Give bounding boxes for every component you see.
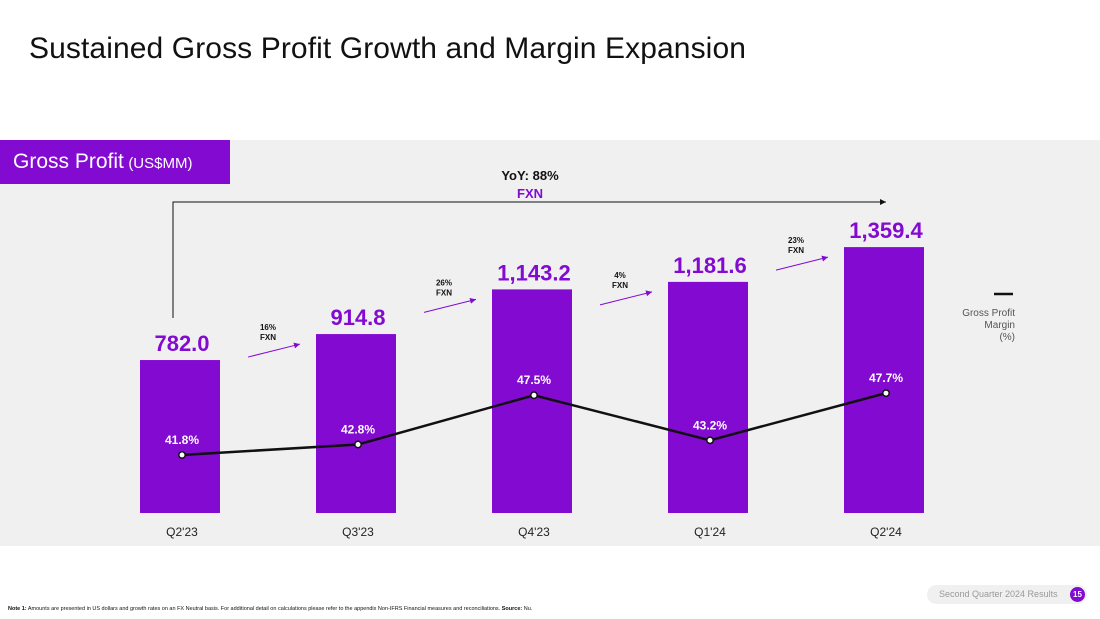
bar-value-label-3: 1,181.6 <box>673 253 746 278</box>
growth-value-0: 16% <box>260 323 276 332</box>
yoy-label: YoY: 88% <box>501 168 559 183</box>
growth-basis-2: FXN <box>612 281 628 290</box>
bar-value-label-4: 1,359.4 <box>849 218 923 243</box>
yoy-bracket <box>172 199 886 319</box>
growth-value-3: 23% <box>788 236 804 245</box>
margin-label-2: 47.5% <box>517 373 551 387</box>
x-tick-label-1: Q3'23 <box>342 525 374 539</box>
legend-text-0: Gross Profit <box>962 308 1015 319</box>
margin-point-3 <box>706 436 714 445</box>
growth-value-2: 4% <box>614 271 626 280</box>
bar-value-label-0: 782.0 <box>154 331 209 356</box>
x-tick-label-3: Q1'24 <box>694 525 726 539</box>
footnote: Note 1: Amounts are presented in US doll… <box>8 606 532 612</box>
margin-point-2 <box>530 391 538 400</box>
results-badge: Second Quarter 2024 Results 15 <box>927 585 1087 604</box>
legend-text-2: (%) <box>999 332 1015 343</box>
bar-value-label-1: 914.8 <box>330 305 385 330</box>
growth-basis-3: FXN <box>788 246 804 255</box>
yoy-basis: FXN <box>517 186 543 201</box>
growth-basis-0: FXN <box>260 333 276 342</box>
margin-point-0 <box>178 451 186 459</box>
growth-arrow-3 <box>775 255 829 271</box>
page-title: Sustained Gross Profit Growth and Margin… <box>29 32 747 65</box>
footnote-source-label: Source: <box>501 606 523 612</box>
x-tick-label-0: Q2'23 <box>166 525 198 539</box>
x-tick-label-2: Q4'23 <box>518 525 550 539</box>
margin-label-4: 47.7% <box>869 371 903 385</box>
bar-1 <box>316 334 396 513</box>
growth-arrow-0 <box>247 342 301 358</box>
growth-value-1: 26% <box>436 278 452 287</box>
bar-0 <box>140 360 220 513</box>
margin-point-4 <box>882 389 890 398</box>
growth-basis-1: FXN <box>436 288 452 297</box>
margin-label-3: 43.2% <box>693 418 727 432</box>
growth-arrow-1 <box>423 297 477 313</box>
margin-label-1: 42.8% <box>341 422 375 436</box>
bar-4 <box>844 247 924 513</box>
footnote-text: Amounts are presented in US dollars and … <box>27 606 501 612</box>
bar-value-label-2: 1,143.2 <box>497 260 570 285</box>
bar-3 <box>668 281 748 513</box>
results-label: Second Quarter 2024 Results <box>939 589 1058 599</box>
growth-arrow-2 <box>599 290 653 306</box>
margin-point-1 <box>354 440 362 449</box>
section-label: Gross Profit (US$MM) <box>0 140 230 184</box>
x-tick-label-4: Q2'24 <box>870 525 902 539</box>
page-number: 15 <box>1070 587 1085 602</box>
section-label-text: Gross Profit <box>13 150 124 173</box>
legend-text-1: Margin <box>984 320 1015 331</box>
footnote-label: Note 1: <box>8 606 27 612</box>
footnote-source: Nu. <box>523 606 533 612</box>
margin-label-0: 41.8% <box>165 433 199 447</box>
section-unit-text: (US$MM) <box>128 155 193 172</box>
